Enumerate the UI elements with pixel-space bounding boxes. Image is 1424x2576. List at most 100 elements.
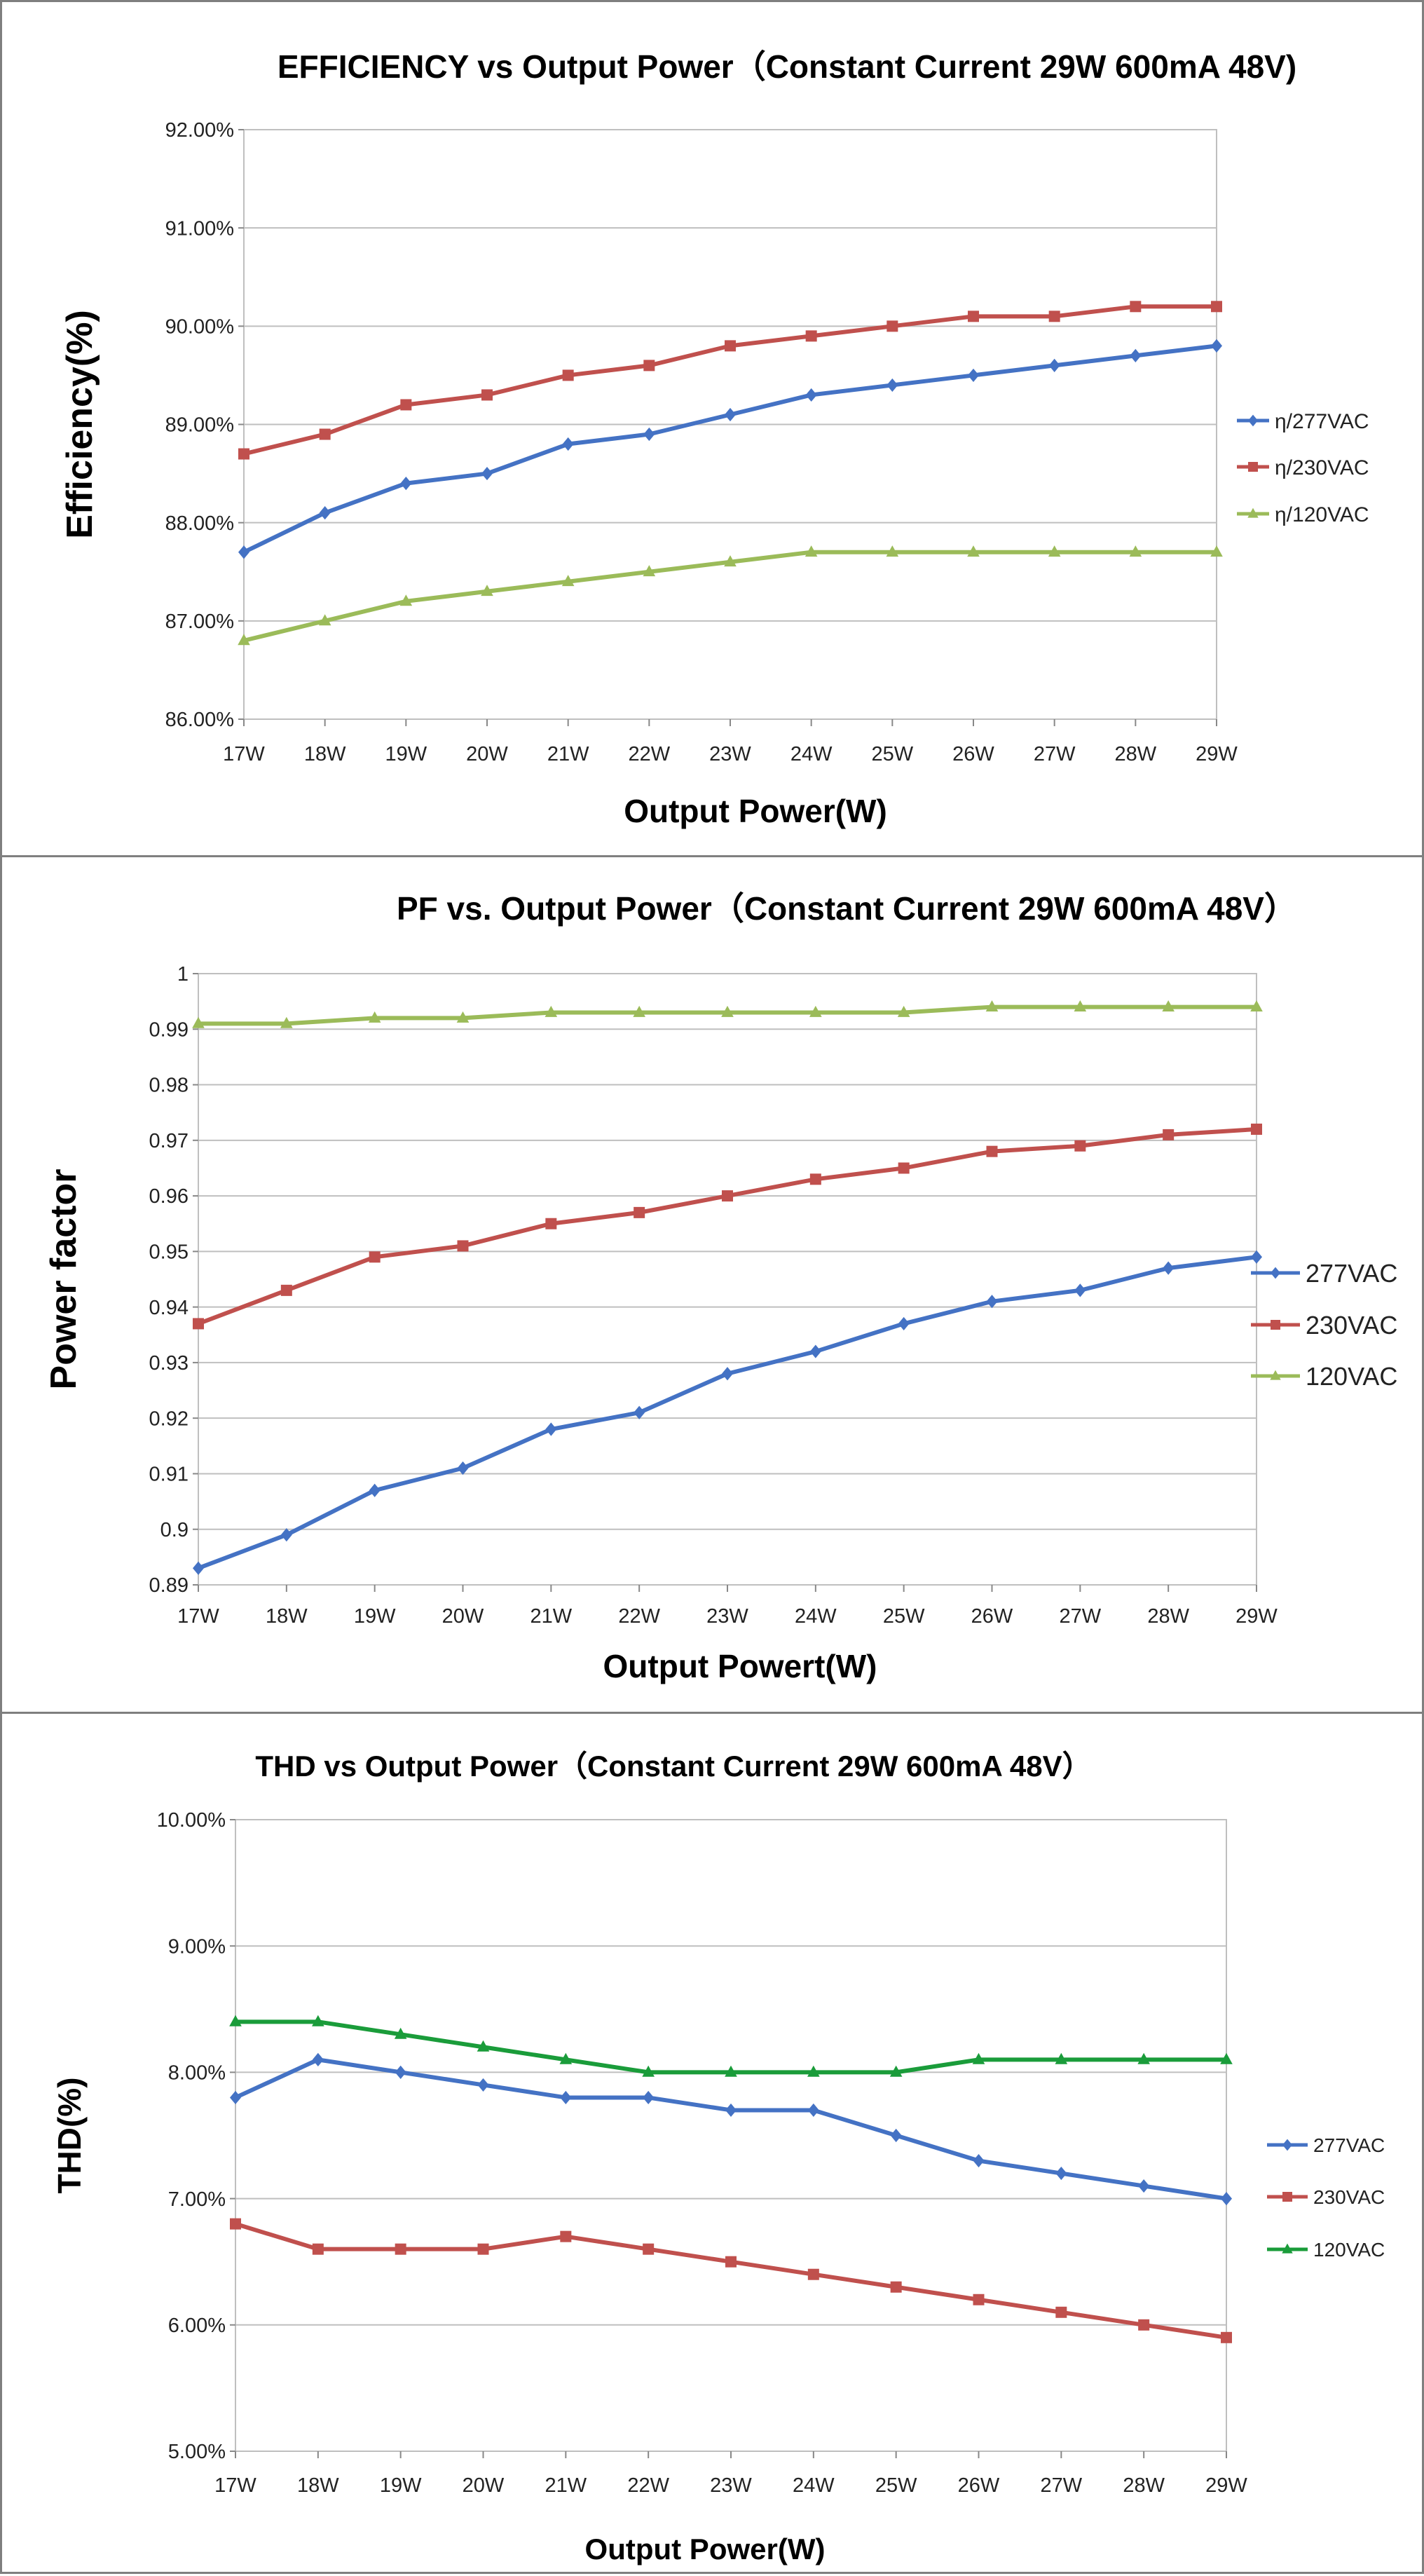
data-point xyxy=(1055,2052,1068,2064)
x-tick-label: 27W xyxy=(1041,2474,1083,2497)
y-tick-label: 89.00% xyxy=(165,414,234,437)
x-tick-label: 25W xyxy=(883,1605,925,1628)
series-line-277vac xyxy=(234,2057,1227,2201)
data-point xyxy=(807,2065,820,2077)
data-point xyxy=(890,2128,902,2143)
data-point xyxy=(1138,2319,1150,2331)
x-tick-label: 21W xyxy=(547,743,589,765)
data-point xyxy=(643,427,655,442)
x-tick-label: 28W xyxy=(1147,1605,1189,1628)
data-point xyxy=(562,437,574,451)
data-point xyxy=(889,2065,903,2077)
x-tick-label: 29W xyxy=(1235,1605,1278,1628)
data-point xyxy=(1055,2166,1067,2181)
y-tick-label: 0.96 xyxy=(149,1185,189,1208)
data-point xyxy=(1129,545,1142,557)
legend-label: 230VAC xyxy=(1313,2186,1385,2208)
x-tick-label: 19W xyxy=(380,2474,422,2497)
data-point xyxy=(1138,2179,1150,2193)
legend-label: η/230VAC xyxy=(1275,456,1369,479)
data-point xyxy=(280,1016,293,1028)
data-point xyxy=(395,2065,406,2079)
data-point xyxy=(968,368,979,383)
data-point xyxy=(985,1000,999,1011)
thd-chart-panel: 5.00% 6.00% 7.00% 8.00% 9.00% 10.00% 17W 18W 19W… xyxy=(0,1712,1424,2574)
x-tick-label: 17W xyxy=(223,743,265,765)
data-point xyxy=(395,2243,406,2255)
data-point xyxy=(229,2015,242,2026)
data-point xyxy=(193,1561,204,1575)
data-point xyxy=(634,1206,645,1218)
data-point xyxy=(560,2090,572,2105)
y-tick-label: 86.00% xyxy=(165,709,234,731)
x-tick-label: 19W xyxy=(354,1605,396,1628)
x-tick-label: 23W xyxy=(710,2474,752,2497)
data-point xyxy=(394,2027,407,2039)
data-point xyxy=(400,477,412,491)
data-point xyxy=(807,2268,819,2280)
data-point xyxy=(318,614,331,626)
thd-chart: 5.00% 6.00% 7.00% 8.00% 9.00% 10.00% 17W 18W 19W… xyxy=(51,1750,1385,2565)
data-point xyxy=(457,1240,469,1252)
data-point xyxy=(972,2052,985,2064)
legend-label: 277VAC xyxy=(1313,2134,1385,2156)
data-point xyxy=(643,360,655,372)
data-point xyxy=(721,1005,734,1017)
legend-marker xyxy=(1282,2192,1292,2202)
data-point xyxy=(1251,1250,1262,1264)
data-point xyxy=(1221,2192,1232,2206)
x-tick-label: 23W xyxy=(709,743,751,765)
data-point xyxy=(560,2230,572,2242)
legend-marker xyxy=(1248,462,1258,472)
legend-marker xyxy=(1282,2243,1293,2254)
x-tick-label: 19W xyxy=(385,743,427,765)
legend-marker xyxy=(1248,414,1258,427)
data-point xyxy=(481,585,493,597)
power-factor-chart-panel: 0.89 0.9 0.91 0.92 0.93 0.94 0.95 0.96 0.97 0.98 0… xyxy=(0,855,1424,1714)
data-point xyxy=(805,545,818,557)
x-axis-label: Output Power(W) xyxy=(624,793,887,829)
data-point xyxy=(1251,1123,1262,1135)
data-point xyxy=(973,2294,985,2305)
data-point xyxy=(634,1405,645,1419)
data-point xyxy=(633,1005,645,1017)
data-point xyxy=(725,407,736,422)
y-tick-label: 1 xyxy=(177,963,189,986)
data-point xyxy=(898,1162,910,1174)
data-point xyxy=(897,1005,910,1017)
x-tick-label: 17W xyxy=(214,2474,256,2497)
data-point xyxy=(312,2243,324,2255)
chart-title: THD vs Output Power（Constant Current 29W… xyxy=(255,1750,1091,1783)
data-point xyxy=(967,545,980,557)
plot-area xyxy=(235,1819,1227,2452)
data-point xyxy=(1221,2331,1232,2343)
data-point xyxy=(545,1218,557,1229)
y-tick-label: 0.92 xyxy=(149,1408,189,1430)
legend-marker xyxy=(1270,1370,1281,1380)
data-point xyxy=(545,1422,557,1436)
x-tick-label: 18W xyxy=(297,2474,339,2497)
data-point xyxy=(312,2015,324,2026)
data-point xyxy=(1074,1283,1086,1297)
data-point xyxy=(643,2243,655,2255)
data-point xyxy=(477,2040,490,2052)
data-point xyxy=(280,1284,292,1296)
y-tick-label: 0.99 xyxy=(149,1018,189,1041)
data-point xyxy=(457,1461,469,1476)
data-point xyxy=(725,2103,737,2118)
data-point xyxy=(643,565,656,577)
data-point xyxy=(725,340,736,352)
y-tick-label: 0.98 xyxy=(149,1075,189,1097)
x-tick-label: 24W xyxy=(790,743,833,765)
x-tick-label: 29W xyxy=(1196,743,1238,765)
data-point xyxy=(1211,339,1222,353)
data-point xyxy=(1048,545,1061,557)
y-tick-label: 0.91 xyxy=(149,1464,189,1486)
data-point xyxy=(1074,1000,1087,1011)
data-point xyxy=(319,506,331,520)
data-point xyxy=(230,2090,241,2105)
y-tick-label: 7.00% xyxy=(168,2188,226,2211)
data-point xyxy=(369,1251,381,1263)
data-point xyxy=(805,388,817,402)
y-tick-label: 0.95 xyxy=(149,1241,189,1264)
